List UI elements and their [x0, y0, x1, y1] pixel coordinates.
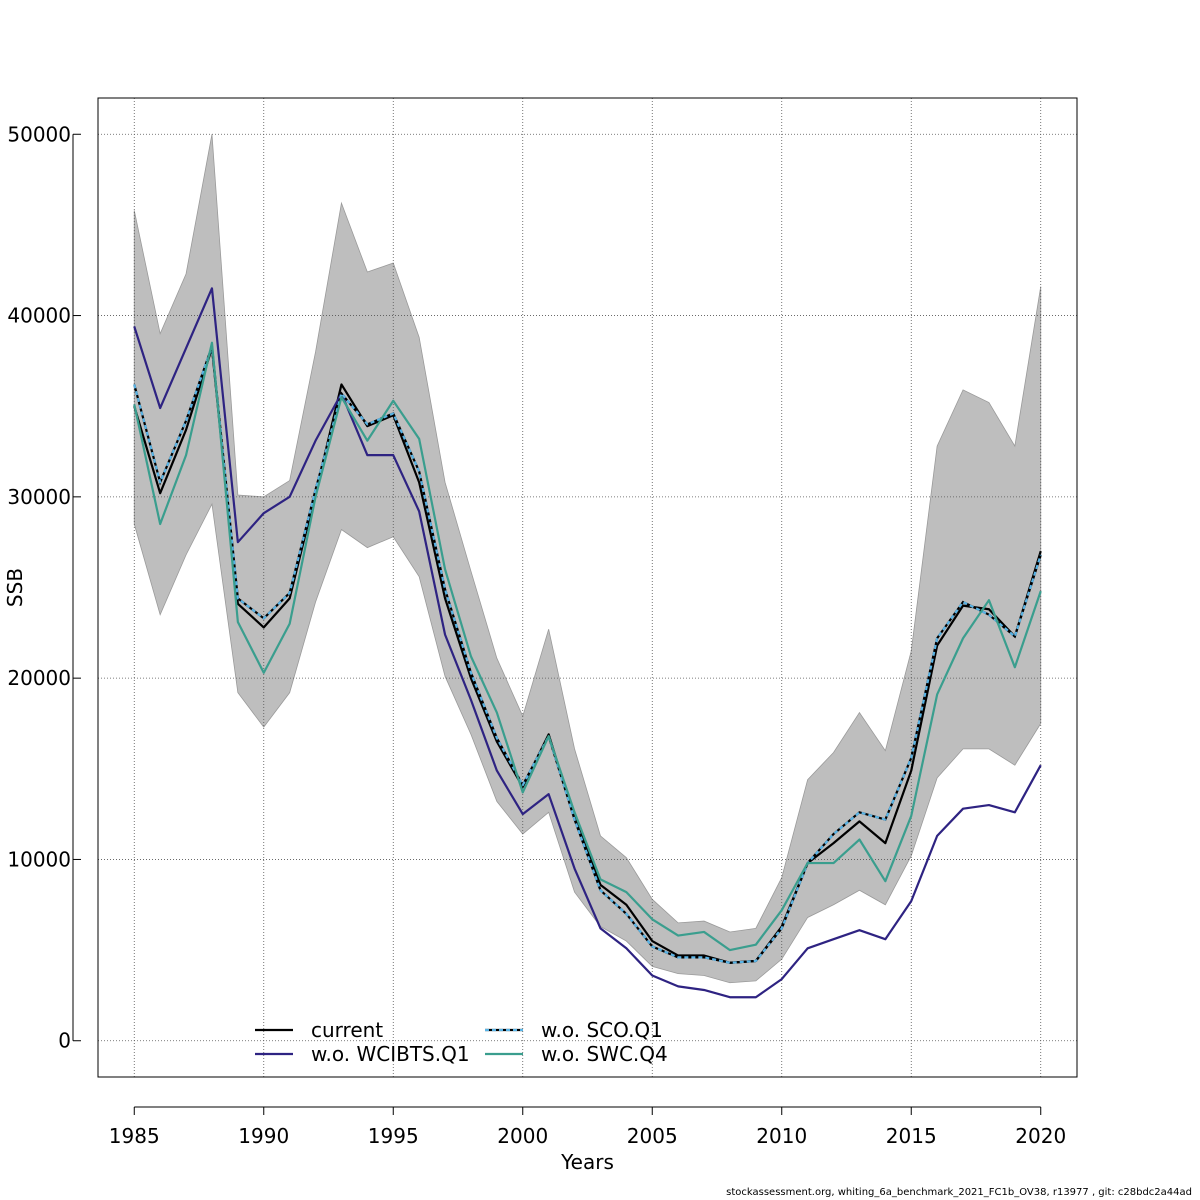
y-tick-label: 40000 [7, 304, 71, 328]
y-tick-label: 20000 [7, 666, 71, 690]
x-tick-label: 2020 [1015, 1124, 1066, 1148]
legend-label: w.o. WCIBTS.Q1 [311, 1042, 470, 1066]
legend-item-wo-swc-q4: w.o. SWC.Q4 [485, 1042, 668, 1066]
y-tick-label: 30000 [7, 485, 71, 509]
series-layer [133, 287, 1042, 999]
grid-layer [98, 98, 1077, 1077]
x-axis-title: Years [560, 1150, 614, 1174]
y-tick-label: 0 [58, 1029, 71, 1053]
series-line-wo-swc-q4 [133, 341, 1042, 952]
confidence-band-layer [133, 134, 1042, 984]
legend-label: w.o. SCO.Q1 [541, 1018, 663, 1042]
x-tick-label: 2000 [497, 1124, 548, 1148]
footer-caption: stockassessment.org, whiting_6a_benchmar… [726, 1187, 1192, 1198]
y-tick-label: 50000 [7, 122, 71, 146]
legend-label: current [311, 1018, 383, 1042]
series-line-wo-wcibts-q1 [133, 287, 1042, 999]
legend-item-wo-wcibts-q1: w.o. WCIBTS.Q1 [255, 1042, 470, 1066]
legend-item-current: current [255, 1018, 383, 1042]
legend-item-wo-sco-q1: w.o. SCO.Q1 [485, 1018, 663, 1042]
confidence-band [133, 134, 1042, 984]
legend-label: w.o. SWC.Q4 [541, 1042, 668, 1066]
series-line-wo-sco-q1 [133, 345, 1042, 964]
x-tick-label: 1990 [238, 1124, 289, 1148]
x-tick-label: 1995 [368, 1124, 419, 1148]
x-tick-label: 2015 [886, 1124, 937, 1148]
x-tick-label: 1985 [109, 1124, 160, 1148]
y-axis-title: SSB [3, 568, 27, 607]
x-tick-label: 2005 [627, 1124, 678, 1148]
series-line-current [133, 347, 1042, 964]
axis-layer: 1985 1990 1995 2000 2005 2010 2015 2020 0 10000 20… [7, 122, 1066, 1148]
x-tick-label: 2010 [756, 1124, 807, 1148]
plot-frame [97, 97, 1078, 1078]
y-tick-label: 10000 [7, 847, 71, 871]
